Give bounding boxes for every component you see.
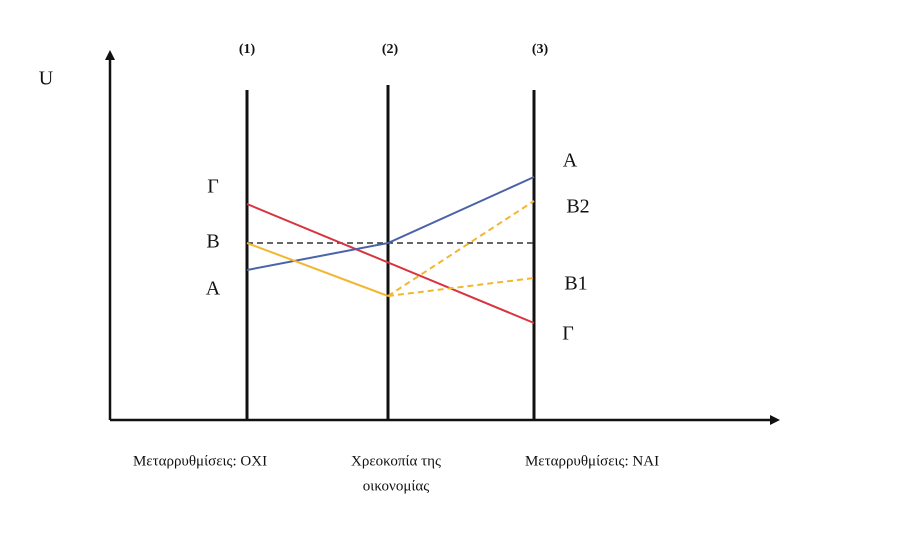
right-label: B1 bbox=[564, 273, 587, 295]
column-label: (2) bbox=[382, 42, 399, 57]
bottom-label: οικονομίας bbox=[363, 478, 429, 494]
bottom-label: Μεταρρυθμίσεις: ΟΧΙ bbox=[133, 453, 267, 469]
yellow-dashed-b1 bbox=[387, 277, 535, 297]
bottom-label: Χρεοκοπία της bbox=[351, 453, 441, 469]
axis-label: U bbox=[39, 68, 54, 90]
left-label: Γ bbox=[207, 176, 219, 198]
right-label: Γ bbox=[562, 323, 574, 345]
left-label: A bbox=[206, 278, 221, 300]
left-label: B bbox=[206, 231, 219, 253]
column-label: (3) bbox=[532, 42, 549, 57]
bottom-label: Μεταρρυθμίσεις: ΝΑΙ bbox=[525, 453, 659, 469]
right-label: A bbox=[563, 150, 578, 172]
yellow-dashed-b2 bbox=[387, 200, 535, 297]
blue-path bbox=[246, 176, 535, 271]
red-path bbox=[246, 203, 535, 324]
yellow-path bbox=[246, 242, 389, 297]
right-label: B2 bbox=[566, 196, 589, 218]
column-label: (1) bbox=[239, 42, 256, 57]
